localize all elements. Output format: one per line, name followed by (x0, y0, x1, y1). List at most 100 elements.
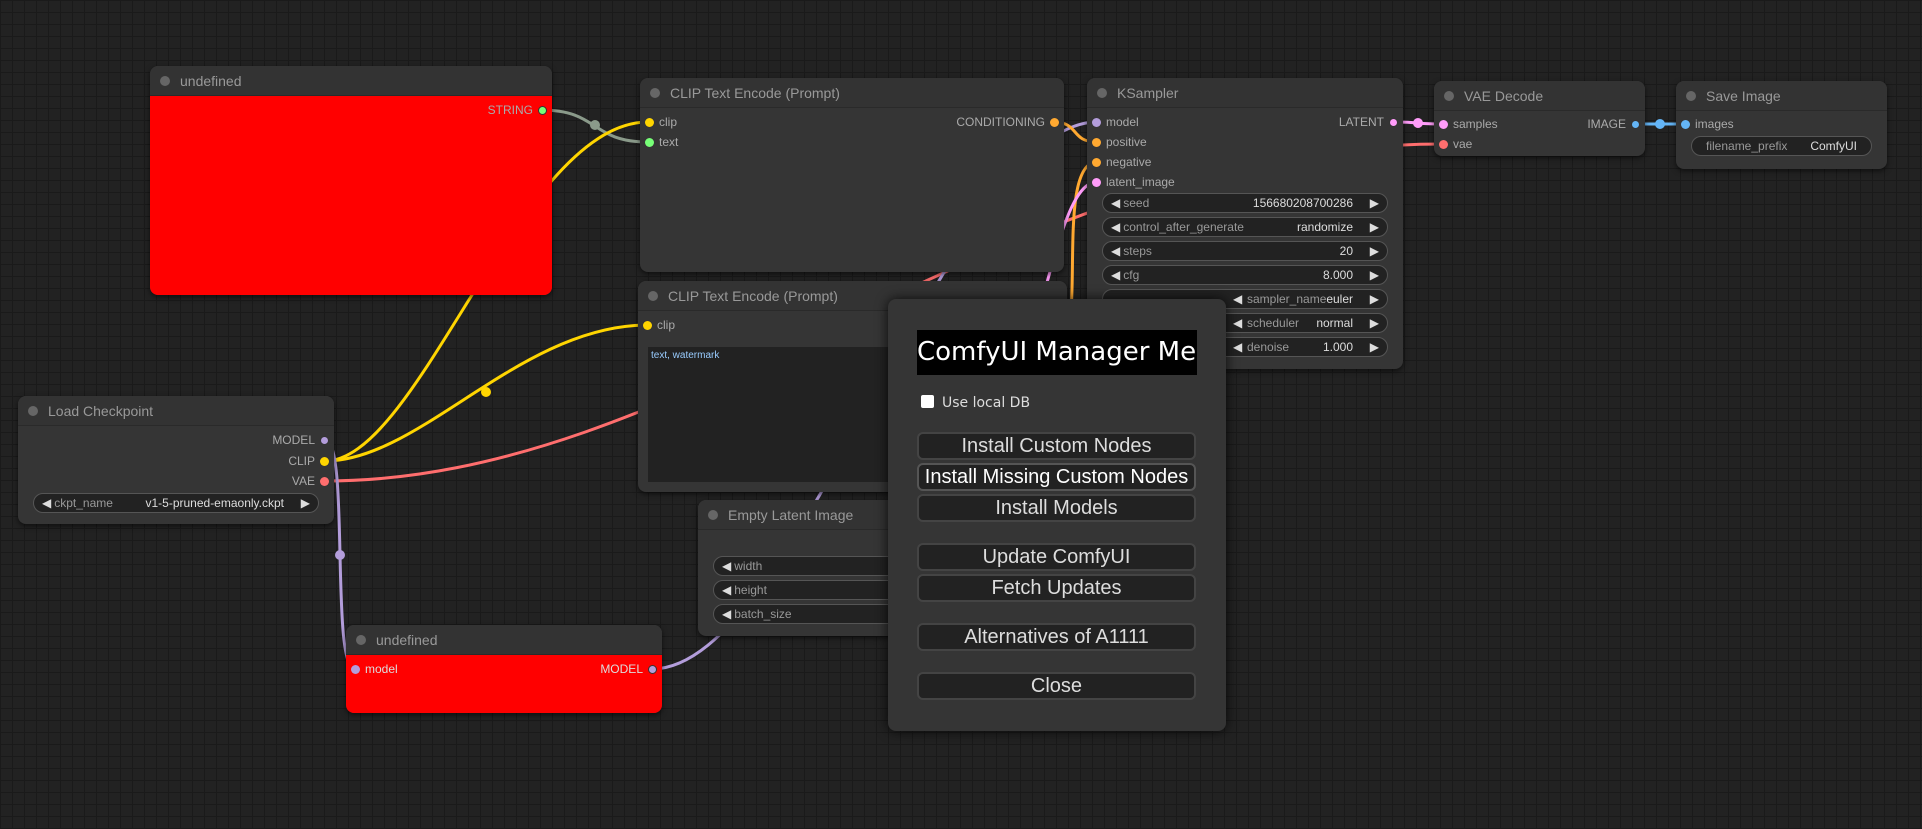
alternatives-a1111-button[interactable]: Alternatives of A1111 (917, 623, 1196, 651)
slot-label: negative (1106, 155, 1152, 169)
slot-dot-icon[interactable] (320, 436, 329, 446)
decrement-arrow-icon[interactable]: ◀ (1111, 268, 1121, 282)
slot-dot-icon[interactable] (1681, 120, 1690, 130)
node-title[interactable]: undefined (346, 625, 662, 655)
increment-arrow-icon[interactable]: ▶ (1369, 220, 1379, 234)
decrement-arrow-icon[interactable]: ◀ (1111, 244, 1121, 258)
widget-label: denoise (1247, 340, 1290, 354)
decrement-arrow-icon[interactable]: ◀ (722, 583, 732, 597)
output-latent[interactable]: LATENT (1339, 112, 1403, 132)
cfg-widget[interactable]: ◀ cfg 8.000 ▶ (1102, 265, 1388, 285)
decrement-arrow-icon[interactable]: ◀ (722, 559, 732, 573)
save-image-node[interactable]: Save Image images filename_prefix ComfyUI (1676, 81, 1887, 169)
checkbox-label: Use local DB (942, 395, 1031, 411)
input-positive[interactable]: positive (1087, 132, 1147, 152)
update-comfyui-button[interactable]: Update ComfyUI (917, 543, 1196, 571)
error-highlight (346, 655, 662, 713)
input-model[interactable]: model (1087, 112, 1139, 132)
output-clip[interactable]: CLIP (288, 451, 334, 471)
slot-dot-icon[interactable] (1439, 120, 1448, 130)
decrement-arrow-icon[interactable]: ◀ (722, 607, 732, 621)
increment-arrow-icon[interactable]: ▶ (1369, 268, 1379, 282)
output-string[interactable]: STRING (488, 100, 552, 120)
input-samples[interactable]: samples (1434, 114, 1498, 134)
ckpt-name-widget[interactable]: ◀ ckpt_name v1-5-pruned-emaonly.ckpt ▶ (33, 493, 319, 513)
output-conditioning[interactable]: CONDITIONING (956, 112, 1064, 132)
slot-label: MODEL (272, 433, 315, 447)
vae-decode-node[interactable]: VAE Decode samples vae IMAGE (1434, 81, 1645, 156)
decrement-arrow-icon[interactable]: ◀ (1233, 316, 1243, 330)
input-clip[interactable]: clip (640, 112, 677, 132)
decrement-arrow-icon[interactable]: ◀ (1111, 196, 1121, 210)
widget-value: 8.000 (1322, 268, 1353, 282)
widget-value: 156680208700286 (1252, 196, 1353, 210)
slot-dot-icon[interactable] (1050, 118, 1059, 128)
input-vae[interactable]: vae (1434, 134, 1472, 154)
primitive-node-top[interactable]: undefined STRING (150, 66, 552, 295)
slot-dot-icon[interactable] (1439, 140, 1448, 150)
checkbox-icon[interactable] (921, 395, 934, 408)
slot-dot-icon[interactable] (1631, 120, 1640, 130)
increment-arrow-icon[interactable]: ▶ (1369, 340, 1379, 354)
node-title[interactable]: Save Image (1676, 81, 1887, 111)
slot-label: LATENT (1338, 115, 1384, 129)
slot-label: positive (1106, 135, 1147, 149)
slot-label: vae (1453, 137, 1473, 151)
slot-dot-icon[interactable] (1389, 118, 1398, 128)
fetch-updates-button[interactable]: Fetch Updates (917, 574, 1196, 602)
slot-label: latent_image (1106, 175, 1175, 189)
input-negative[interactable]: negative (1087, 152, 1151, 172)
output-model[interactable]: MODEL (600, 659, 662, 679)
slot-label: clip (659, 115, 678, 129)
install-missing-custom-nodes-button[interactable]: Install Missing Custom Nodes (917, 463, 1196, 491)
increment-arrow-icon[interactable]: ▶ (300, 496, 310, 510)
clip-text-encode-positive[interactable]: CLIP Text Encode (Prompt) clip text COND… (640, 78, 1064, 272)
filename-prefix-widget[interactable]: filename_prefix ComfyUI (1691, 136, 1872, 156)
slot-dot-icon[interactable] (1092, 178, 1101, 188)
ksampler-node[interactable]: KSampler model positive negative latent_… (1087, 78, 1403, 369)
slot-dot-icon[interactable] (320, 457, 329, 467)
input-model[interactable]: model (346, 659, 398, 679)
node-title[interactable]: undefined (150, 66, 552, 96)
output-vae[interactable]: VAE (292, 471, 334, 491)
node-title[interactable]: VAE Decode (1434, 81, 1645, 111)
decrement-arrow-icon[interactable]: ◀ (1233, 340, 1243, 354)
output-model[interactable]: MODEL (272, 430, 334, 450)
slot-dot-icon[interactable] (645, 118, 654, 128)
slot-dot-icon[interactable] (1092, 138, 1101, 148)
steps-widget[interactable]: ◀ steps 20 ▶ (1102, 241, 1388, 261)
node-title[interactable]: CLIP Text Encode (Prompt) (640, 78, 1064, 108)
install-custom-nodes-button[interactable]: Install Custom Nodes (917, 432, 1196, 460)
increment-arrow-icon[interactable]: ▶ (1369, 316, 1379, 330)
slot-dot-icon[interactable] (1092, 158, 1101, 168)
input-clip[interactable]: clip (638, 315, 675, 335)
decrement-arrow-icon[interactable]: ◀ (1233, 292, 1243, 306)
slot-dot-icon[interactable] (1092, 118, 1101, 128)
install-models-button[interactable]: Install Models (917, 494, 1196, 522)
increment-arrow-icon[interactable]: ▶ (1369, 196, 1379, 210)
decrement-arrow-icon[interactable]: ◀ (1111, 220, 1121, 234)
input-latent-image[interactable]: latent_image (1087, 172, 1175, 192)
decrement-arrow-icon[interactable]: ◀ (42, 496, 52, 510)
load-checkpoint-node[interactable]: Load Checkpoint MODEL CLIP VAE ◀ ckpt_nam… (18, 396, 334, 524)
slot-label: samples (1453, 117, 1498, 131)
increment-arrow-icon[interactable]: ▶ (1369, 292, 1379, 306)
undefined-model-node[interactable]: undefined model MODEL (346, 625, 662, 713)
slot-dot-icon[interactable] (645, 138, 654, 148)
widget-label: batch_size (734, 607, 792, 621)
increment-arrow-icon[interactable]: ▶ (1369, 244, 1379, 258)
use-local-db-checkbox[interactable]: Use local DB (921, 395, 1030, 411)
input-images[interactable]: images (1676, 114, 1734, 134)
slot-dot-icon[interactable] (351, 665, 360, 675)
node-title[interactable]: KSampler (1087, 78, 1403, 108)
node-title[interactable]: Load Checkpoint (18, 396, 334, 426)
slot-dot-icon[interactable] (538, 106, 547, 116)
input-text[interactable]: text (640, 132, 678, 152)
control-after-generate-widget[interactable]: ◀ control_after_generate randomize ▶ (1102, 217, 1388, 237)
output-image[interactable]: IMAGE (1587, 114, 1645, 134)
slot-dot-icon[interactable] (320, 477, 329, 487)
close-button[interactable]: Close (917, 672, 1196, 700)
seed-widget[interactable]: ◀ seed 156680208700286 ▶ (1102, 193, 1388, 213)
slot-dot-icon[interactable] (648, 665, 657, 675)
slot-dot-icon[interactable] (643, 321, 652, 331)
